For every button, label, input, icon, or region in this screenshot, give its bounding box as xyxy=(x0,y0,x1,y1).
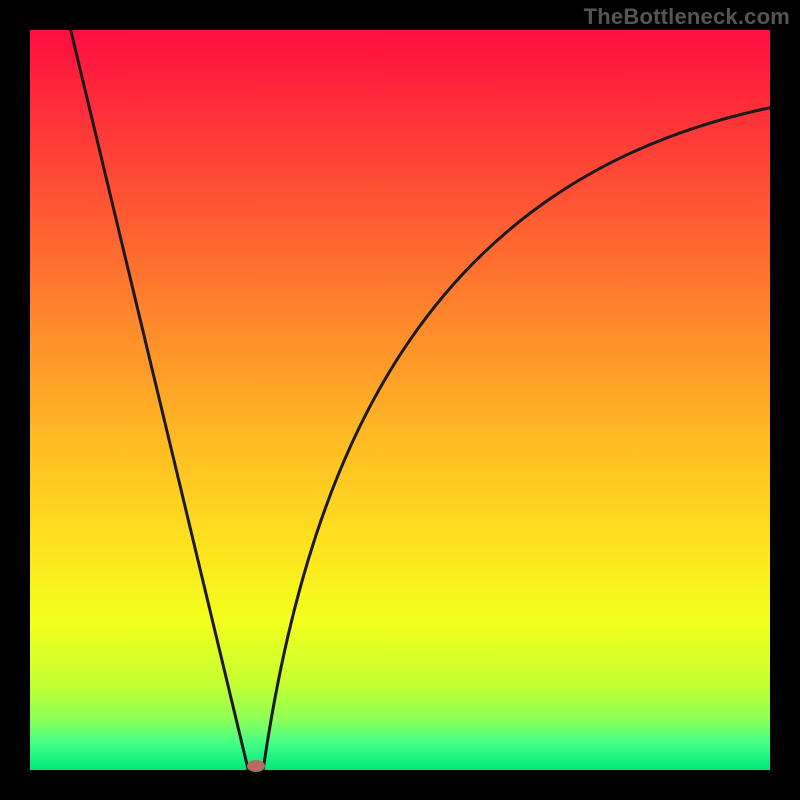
plot-frame xyxy=(30,30,770,770)
gradient-area xyxy=(30,30,770,770)
gradient-fill xyxy=(30,30,770,770)
chart-container: TheBottleneck.com xyxy=(0,0,800,800)
watermark-text: TheBottleneck.com xyxy=(584,4,790,30)
minimum-point-marker xyxy=(247,760,265,772)
